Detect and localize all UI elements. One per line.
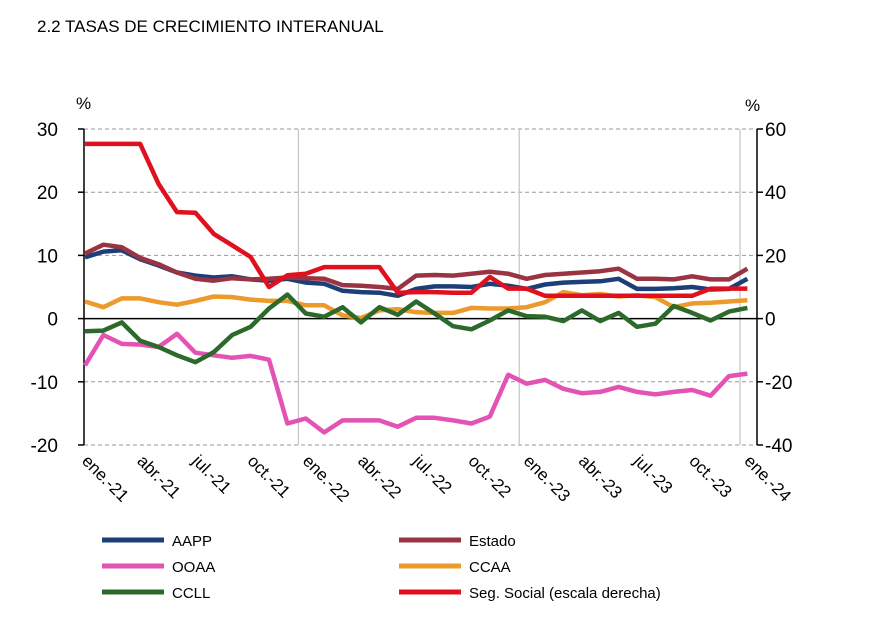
series-line-estado (84, 242, 749, 292)
x-tick-label: oct.-22 (465, 451, 515, 501)
chart-title: 2.2 TASAS DE CRECIMIENTO INTERANUAL (37, 17, 384, 36)
legend-label: CCLL (172, 585, 210, 602)
series-lines (83, 141, 749, 435)
y-tick-label-right: 20 (765, 246, 786, 267)
y-axis-unit-right: % (745, 96, 760, 115)
y-tick-label-right: -20 (765, 373, 792, 394)
legend-item: Estado (399, 533, 516, 550)
y-tick-label-left: 10 (37, 246, 58, 267)
y-tick-label-right: 40 (765, 183, 786, 204)
legend-label: Estado (469, 533, 516, 550)
y-tick-label-left: 20 (37, 183, 58, 204)
x-tick-label: abr.-23 (575, 451, 626, 502)
y-tick-label-left: 0 (47, 310, 58, 331)
legend-label: AAPP (172, 533, 212, 550)
series-line-ccll (84, 292, 748, 365)
y-tick-label-right: -40 (765, 436, 792, 457)
gridlines (84, 128, 757, 446)
legend-label: OOAA (172, 559, 215, 576)
x-tick-label: ene.-24 (741, 451, 795, 505)
legend-item: CCLL (102, 585, 210, 602)
y-axis-unit-left: % (76, 94, 91, 113)
x-tick-label: abr.-21 (133, 451, 184, 502)
x-tick-label: jul.-23 (629, 451, 676, 498)
x-tick-label: oct.-21 (244, 451, 294, 501)
series-line-seg (85, 141, 748, 299)
y-tick-label-left: -10 (31, 373, 58, 394)
y-tick-label-right: 60 (765, 120, 786, 141)
x-tick-label: jul.-22 (409, 451, 456, 498)
series-line-aapp (84, 248, 749, 299)
series-line-ooaa (83, 331, 748, 435)
x-tick-label: ene.-23 (520, 451, 574, 505)
legend-item: OOAA (102, 559, 215, 576)
x-tick-label: ene.-22 (299, 451, 353, 505)
y-tick-label-left: 30 (37, 120, 58, 141)
y-tick-label-right: 0 (765, 310, 776, 331)
legend-item: Seg. Social (escala derecha) (399, 585, 661, 602)
x-tick-label: abr.-22 (354, 451, 405, 502)
x-tick-label: jul.-21 (188, 451, 235, 498)
legend-label: Seg. Social (escala derecha) (469, 585, 661, 602)
y-tick-label-left: -20 (31, 436, 58, 457)
legend-item: AAPP (102, 533, 212, 550)
legend-item: CCAA (399, 559, 511, 576)
x-tick-label: oct.-23 (685, 451, 735, 501)
legend-label: CCAA (469, 559, 511, 576)
legend: AAPP Estado OOAA CCAA CCLL Seg. Social (escal… (102, 533, 661, 602)
x-tick-label: ene.-21 (78, 451, 132, 505)
